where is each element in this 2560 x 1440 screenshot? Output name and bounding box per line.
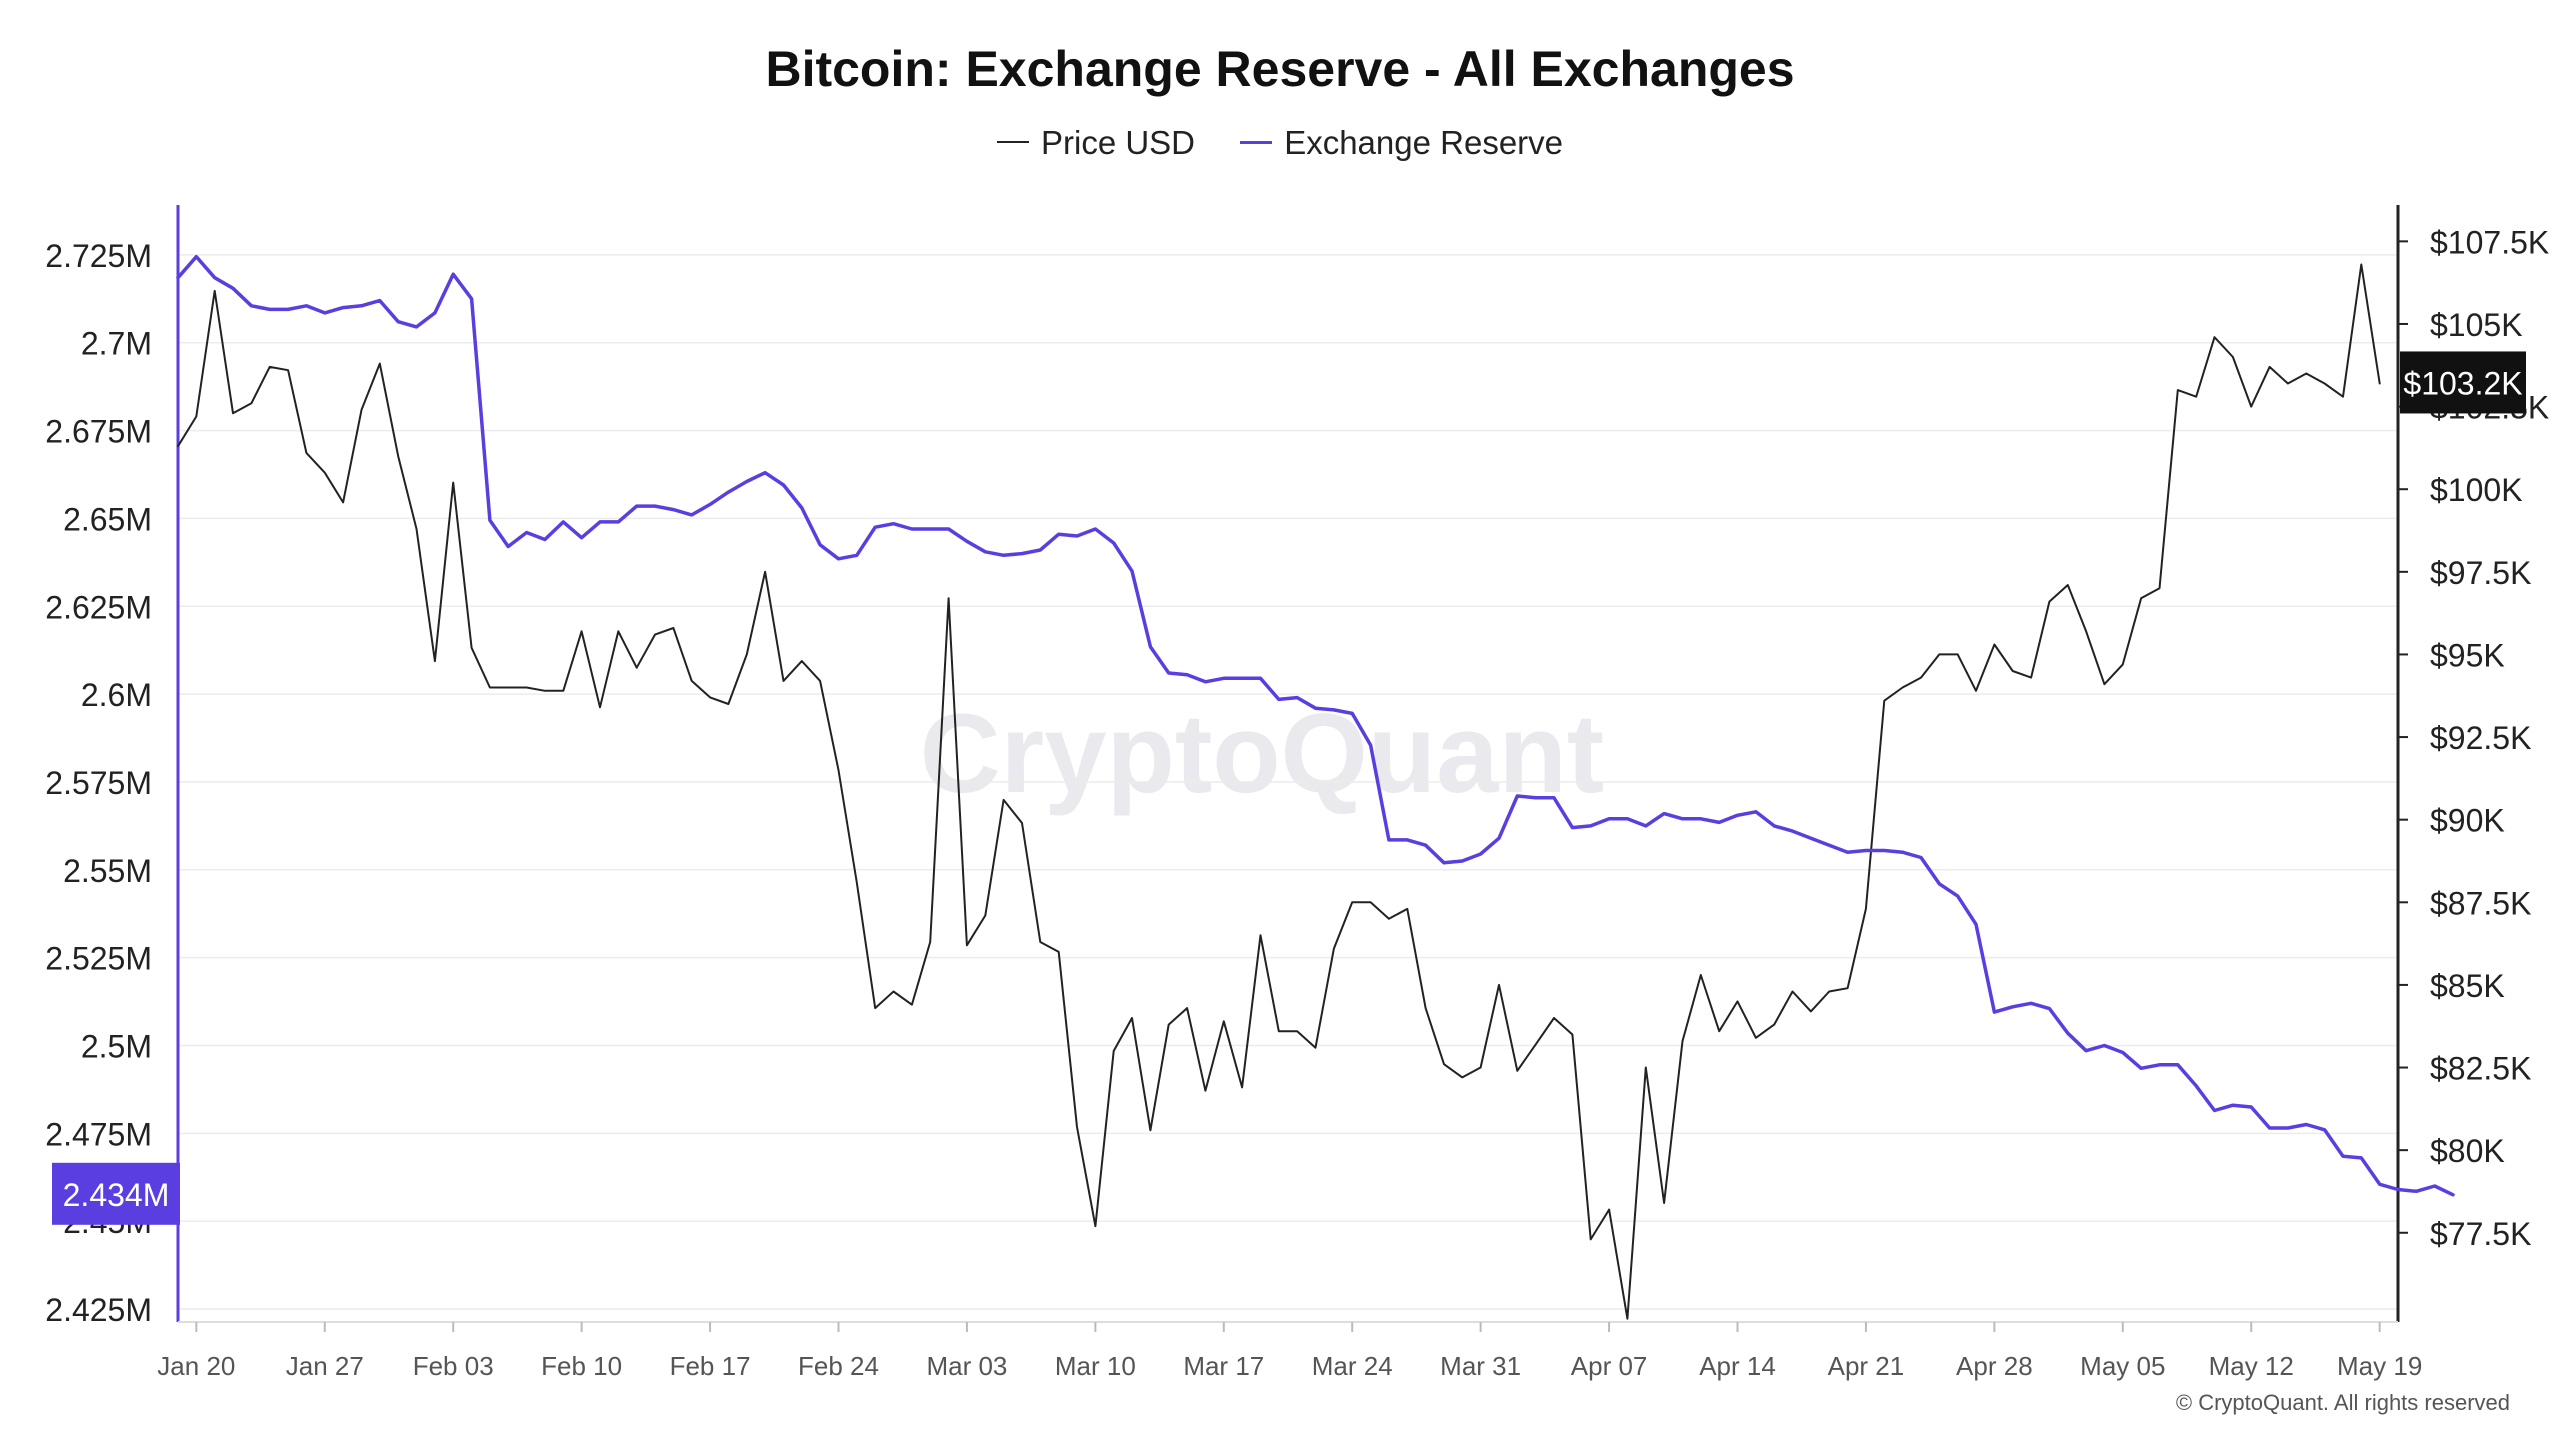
right-tick-label: $92.5K [2430, 720, 2531, 756]
x-tick-label: Mar 24 [1312, 1351, 1393, 1381]
x-tick-label: Mar 03 [926, 1351, 1007, 1381]
left-tick-label: 2.575M [45, 765, 152, 801]
x-tick-label: May 19 [2337, 1351, 2422, 1381]
x-tick-label: Mar 31 [1440, 1351, 1521, 1381]
left-tick-label: 2.6M [81, 677, 152, 713]
x-tick-label: Jan 20 [157, 1351, 235, 1381]
reserve-current-label: 2.434M [63, 1177, 170, 1213]
x-tick-label: Mar 10 [1055, 1351, 1136, 1381]
right-tick-label: $97.5K [2430, 555, 2531, 591]
right-tick-label: $87.5K [2430, 885, 2531, 921]
price-current-label: $103.2K [2403, 365, 2522, 401]
legend-swatch-reserve [1240, 140, 1273, 144]
right-tick-label: $90K [2430, 803, 2505, 839]
right-tick-label: $82.5K [2430, 1051, 2531, 1087]
left-tick-label: 2.725M [45, 238, 152, 274]
right-tick-label: $85K [2430, 968, 2505, 1004]
left-tick-label: 2.7M [81, 326, 152, 362]
price-current-badge [2400, 351, 2526, 414]
x-tick-label: Feb 17 [670, 1351, 751, 1381]
x-tick-label: Apr 28 [1956, 1351, 2033, 1381]
watermark: CryptoQuant [920, 691, 1604, 816]
right-tick-label: $80K [2430, 1133, 2505, 1169]
legend-item-reserve[interactable]: Exchange Reserve [1240, 124, 1563, 162]
reserve-current-badge [52, 1162, 180, 1225]
x-tick-label: Feb 10 [541, 1351, 622, 1381]
x-tick-label: Jan 27 [286, 1351, 364, 1381]
series-line-exchange-reserve [176, 254, 2455, 1197]
legend-label-reserve: Exchange Reserve [1284, 124, 1564, 161]
right-tick-label: $105K [2430, 307, 2523, 343]
left-tick-label: 2.65M [63, 501, 152, 537]
legend-swatch-price [996, 141, 1029, 144]
left-tick-label: 2.525M [45, 941, 152, 977]
chart-title: Bitcoin: Exchange Reserve - All Exchange… [765, 41, 1795, 97]
x-tick-label: Mar 17 [1183, 1351, 1264, 1381]
left-tick-label: 2.675M [45, 414, 152, 450]
legend-item-price[interactable]: Price USD [996, 124, 1196, 162]
right-tick-label: $77.5K [2430, 1216, 2531, 1252]
left-tick-label: 2.425M [45, 1292, 152, 1328]
x-tick-label: May 05 [2080, 1351, 2165, 1381]
right-tick-label: $107.5K [2430, 224, 2549, 260]
left-tick-label: 2.625M [45, 589, 152, 625]
x-tick-label: Feb 03 [413, 1351, 494, 1381]
series-line-price [177, 263, 2381, 1320]
x-tick-label: Apr 07 [1571, 1351, 1648, 1381]
x-tick-label: May 12 [2209, 1351, 2294, 1381]
right-tick-label: $100K [2430, 472, 2523, 508]
chart-legend: Price USD Exchange Reserve [0, 124, 2560, 162]
x-tick-label: Feb 24 [798, 1351, 879, 1381]
legend-label-price: Price USD [1040, 124, 1196, 161]
x-tick-label: Apr 14 [1699, 1351, 1776, 1381]
left-tick-label: 2.475M [45, 1116, 152, 1152]
copyright-notice: © CryptoQuant. All rights reserved [2175, 1390, 2510, 1415]
left-tick-label: 2.55M [63, 853, 152, 889]
x-tick-label: Apr 21 [1828, 1351, 1905, 1381]
left-tick-label: 2.5M [81, 1028, 152, 1064]
right-tick-label: $95K [2430, 637, 2505, 673]
